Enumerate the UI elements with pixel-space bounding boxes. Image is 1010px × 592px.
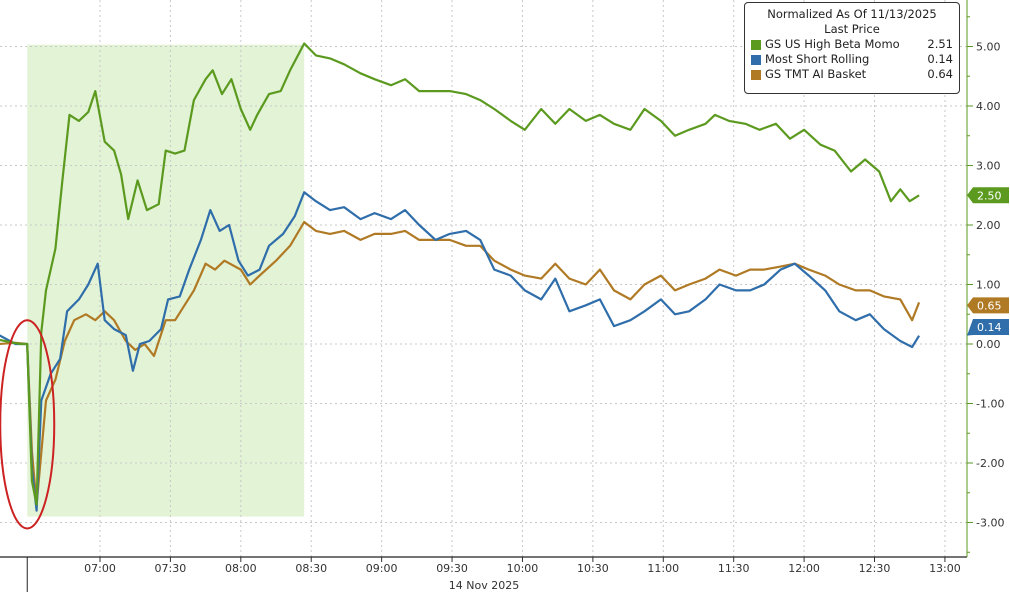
legend-swatch [751, 54, 761, 65]
last-value-badges: 2.50 0.14 0.65 [967, 187, 1009, 336]
y-tick-label: 1.00 [976, 279, 1001, 292]
legend-value: 0.14 [927, 52, 953, 66]
gridlines [0, 0, 967, 557]
x-tick-label: 10:00 [507, 562, 539, 575]
last-value-badge-label: 2.50 [977, 189, 1002, 202]
x-tick-label: 07:00 [84, 562, 116, 575]
series-line-1 [0, 191, 921, 512]
y-tick-label: 0.00 [976, 338, 1001, 351]
x-tick-label: 08:30 [295, 562, 327, 575]
y-tick-label: 4.00 [976, 100, 1001, 113]
x-tick-label: 09:30 [436, 562, 468, 575]
tick-labels: 07:00 07:30 08:00 08:30 09:00 09:30 10:00 10:30… [84, 41, 1004, 576]
x-tick-label: 13:00 [929, 562, 961, 575]
y-tick-label: 2.00 [976, 219, 1001, 232]
y-tick-label: 5.00 [976, 41, 1001, 54]
y-tick-label: -2.00 [976, 457, 1004, 470]
shaded-rect [27, 44, 305, 517]
last-value-badge [967, 297, 1009, 314]
x-tick-label: 12:30 [859, 562, 891, 575]
x-tick-label: 09:00 [366, 562, 398, 575]
y-tick-label: -3.00 [976, 517, 1004, 530]
x-tick-label: 10:30 [577, 562, 609, 575]
y-tick-label: -1.00 [976, 398, 1004, 411]
last-value-badge-label: 0.65 [977, 299, 1002, 312]
series-line-0 [0, 42, 920, 506]
legend-title: Normalized As Of 11/13/2025 [767, 7, 937, 21]
last-value-badge [967, 319, 1009, 336]
legend-value: 0.64 [927, 67, 953, 81]
legend-item: GS US High Beta Momo 2.51 [751, 37, 953, 52]
y-tick-label: 3.00 [976, 160, 1001, 173]
legend-label: GS TMT AI Basket [765, 67, 867, 81]
legend: Normalized As Of 11/13/2025 Last Price G… [744, 2, 960, 94]
series-line-2 [0, 220, 921, 506]
x-tick-label: 11:00 [647, 562, 679, 575]
legend-swatch [751, 69, 761, 80]
x-tick-label: 08:00 [225, 562, 257, 575]
series-lines [0, 42, 921, 512]
annotation [0, 319, 56, 530]
legend-item: Most Short Rolling 0.14 [751, 52, 953, 67]
axes [0, 0, 973, 592]
last-value-badge [967, 187, 1009, 204]
x-tick-label: 12:00 [788, 562, 820, 575]
x-axis-label: 14 Nov 2025 [449, 579, 519, 592]
x-tick-label: 07:30 [155, 562, 187, 575]
legend-swatch [751, 39, 761, 50]
x-tick-label: 11:30 [718, 562, 750, 575]
legend-subtitle: Last Price [824, 22, 880, 36]
legend-value: 2.51 [927, 37, 953, 51]
legend-label: Most Short Rolling [765, 52, 870, 66]
legend-item: GS TMT AI Basket 0.64 [751, 67, 953, 82]
shaded-region [27, 44, 305, 517]
annotation-ellipse [0, 319, 56, 530]
last-value-badge-label: 0.14 [977, 321, 1002, 334]
legend-label: GS US High Beta Momo [765, 37, 900, 51]
